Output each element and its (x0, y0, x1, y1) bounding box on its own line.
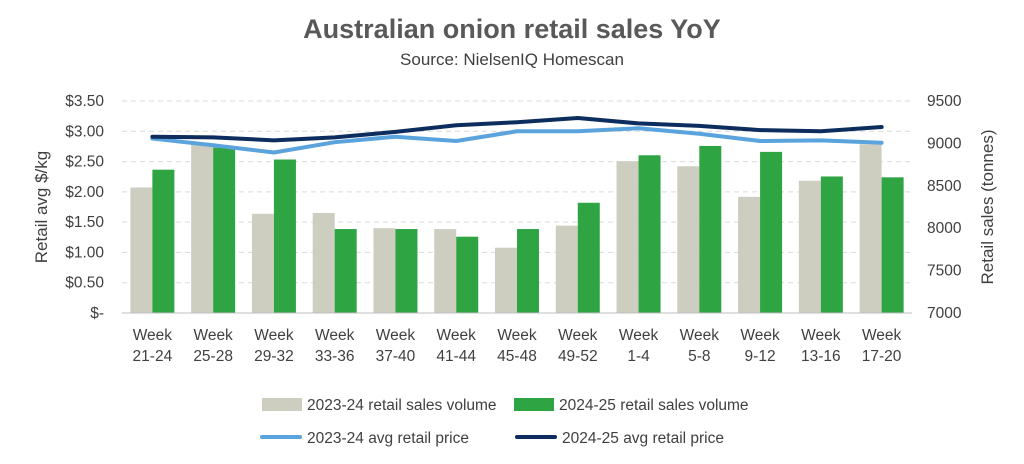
x-tick-label: Week (193, 327, 233, 344)
bar-2023-24-volume (130, 187, 153, 313)
bar-2024-25-volume (152, 169, 175, 313)
bar-2023-24-volume (798, 180, 821, 313)
bar-2024-25-volume (213, 147, 236, 313)
legend-swatch (514, 398, 554, 411)
bar-2023-24-volume (191, 143, 214, 313)
left-tick-label: $1.50 (65, 214, 104, 231)
bar-2023-24-volume (677, 166, 700, 313)
x-tick-label: Week (740, 327, 780, 344)
legend-label: 2024-25 avg retail price (562, 430, 724, 447)
left-tick-label: $2.50 (65, 154, 104, 171)
x-tick-label: 9-12 (745, 348, 776, 365)
bars (130, 143, 904, 313)
bar-2023-24-volume (312, 212, 335, 313)
x-tick-label: Week (376, 327, 416, 344)
x-tick-label: Week (437, 327, 477, 344)
left-axis: $- $0.50 $1.00 $1.50 $2.00 $2.50 $3.00 $3.50 (65, 93, 104, 322)
right-axis-title: Retail sales (tonnes) (978, 130, 997, 285)
bar-2024-25-volume (395, 229, 418, 313)
legend-label: 2024-25 retail sales volume (559, 397, 749, 414)
bar-2024-25-volume (881, 177, 904, 313)
bar-2024-25-volume (760, 151, 783, 313)
x-tick-label: 21-24 (133, 348, 173, 365)
bar-2023-24-volume (738, 196, 761, 313)
right-axis: 7000 7500 8000 8500 9000 9500 (927, 93, 962, 322)
legend-swatch (262, 398, 302, 411)
x-tick-label: Week (133, 327, 173, 344)
left-tick-label: $- (90, 305, 104, 322)
left-tick-label: $3.50 (65, 93, 104, 110)
price-lines (150, 115, 884, 155)
x-tick-label: 25-28 (193, 348, 233, 365)
x-axis: Week 21-24 Week 25-28 Week 29-32 Week 33-36 Week… (122, 312, 912, 365)
left-tick-label: $2.00 (65, 184, 104, 201)
right-tick-label: 7500 (927, 263, 962, 280)
bar-2023-24-volume (373, 228, 396, 313)
x-tick-label: Week (680, 327, 720, 344)
bar-2023-24-volume (434, 229, 457, 313)
right-tick-label: 8500 (927, 178, 962, 195)
legend-label: 2023-24 avg retail price (307, 430, 469, 447)
legend: 2023-24 retail sales volume 2024-25 retai… (260, 397, 749, 447)
x-tick-label: 37-40 (376, 348, 416, 365)
bar-2023-24-volume (555, 225, 578, 313)
bar-2024-25-volume (517, 229, 539, 313)
x-tick-label: 17-20 (862, 348, 902, 365)
x-tick-label: 49-52 (558, 348, 598, 365)
left-tick-label: $3.00 (65, 123, 104, 140)
x-tick-label: Week (497, 327, 537, 344)
x-tick-label: Week (801, 327, 841, 344)
x-tick-label: 45-48 (497, 348, 537, 365)
right-tick-label: 7000 (927, 305, 962, 322)
x-tick-label: Week (254, 327, 294, 344)
x-tick-label: 13-16 (801, 348, 841, 365)
bar-2023-24-volume (616, 161, 639, 313)
bar-2024-25-volume (699, 145, 722, 313)
chart-subtitle: Source: NielsenIQ Homescan (400, 50, 624, 69)
legend-label: 2023-24 retail sales volume (307, 397, 497, 414)
x-tick-label: Week (315, 327, 355, 344)
bar-2024-25-volume (638, 155, 661, 313)
bar-2024-25-volume (456, 236, 479, 313)
x-tick-label: 1-4 (627, 348, 650, 365)
x-tick-label: Week (862, 327, 902, 344)
x-tick-label: Week (558, 327, 598, 344)
bar-2024-25-volume (273, 159, 296, 313)
right-tick-label: 9000 (927, 135, 962, 152)
left-tick-label: $0.50 (65, 275, 104, 292)
x-tick-label: 33-36 (315, 348, 355, 365)
bar-2024-25-volume (820, 176, 843, 313)
bar-2023-24-volume (495, 247, 517, 313)
bar-2024-25-volume (577, 202, 600, 313)
right-tick-label: 8000 (927, 220, 962, 237)
x-tick-label: 41-44 (436, 348, 476, 365)
line-2024-25-price (150, 115, 884, 143)
x-tick-label: Week (619, 327, 659, 344)
bar-2024-25-volume (334, 229, 357, 313)
left-axis-title: Retail avg $/kg (32, 151, 51, 263)
line-2023-24-price (150, 126, 884, 155)
chart-title: Australian onion retail sales YoY (303, 14, 721, 44)
x-tick-label: 29-32 (254, 348, 294, 365)
bar-2023-24-volume (251, 213, 274, 313)
right-tick-label: 9500 (927, 93, 962, 110)
left-tick-label: $1.00 (65, 244, 104, 261)
x-tick-label: 5-8 (688, 348, 710, 365)
bar-2023-24-volume (859, 144, 882, 313)
